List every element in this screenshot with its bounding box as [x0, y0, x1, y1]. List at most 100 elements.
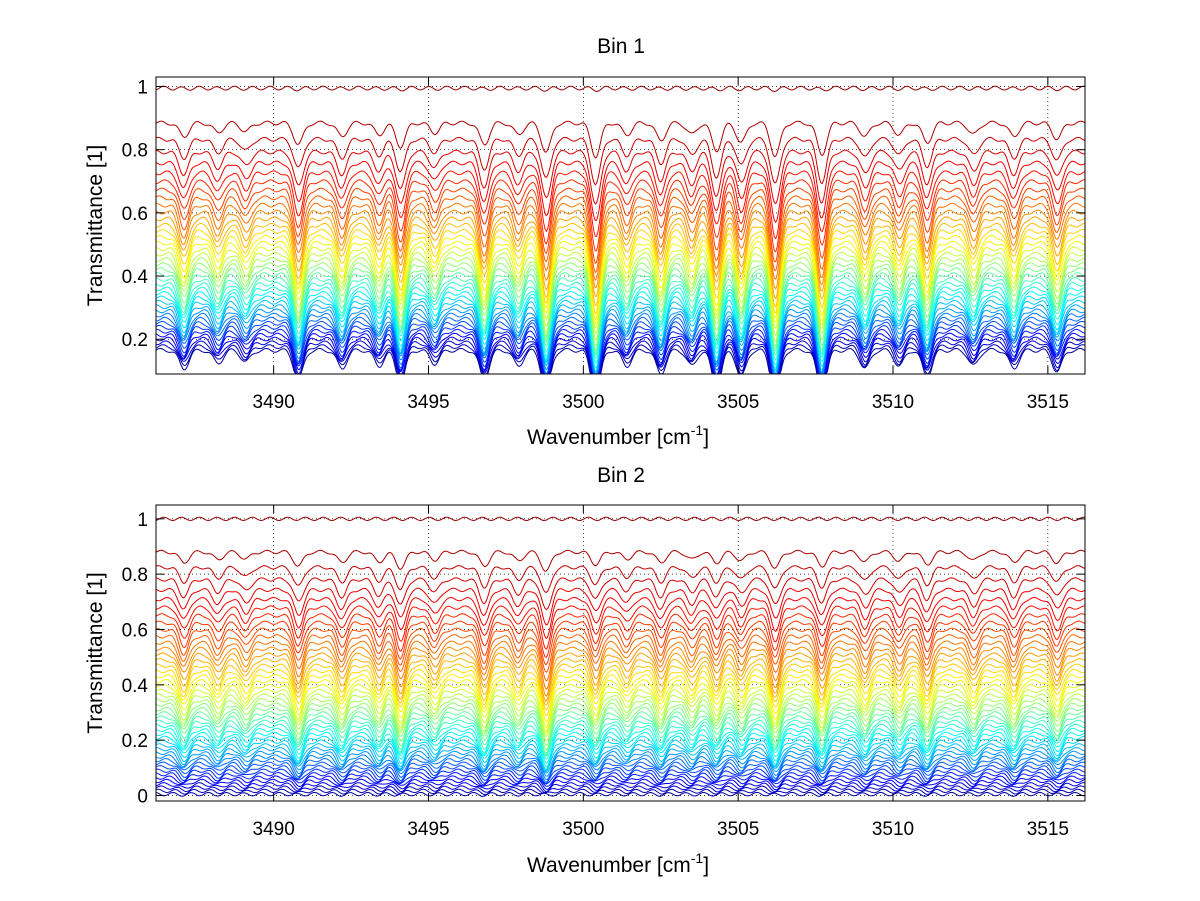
- spectrum-line: [155, 308, 1086, 375]
- spectrum-line: [155, 688, 1086, 735]
- spectrum-line: [155, 587, 1086, 626]
- spectrum-line: [155, 646, 1086, 698]
- y-tick-label: 0: [137, 786, 148, 807]
- spectrum-line: [155, 160, 1086, 224]
- spectrum-line: [155, 668, 1086, 717]
- spectrum-line: [155, 344, 1086, 375]
- y-tick-label: 1: [137, 510, 148, 531]
- spectrum-line: [155, 170, 1086, 240]
- spectrum-line: [155, 347, 1086, 375]
- spectrum-line: [155, 652, 1086, 703]
- y-tick-label: 1: [137, 77, 148, 98]
- spectrum-line: [155, 778, 1086, 793]
- spectrum-line: [155, 731, 1086, 768]
- x-tick-label: 3510: [872, 392, 914, 413]
- spectrum-line: [155, 727, 1086, 764]
- series-curves: [155, 516, 1086, 797]
- y-axis-label: Transmittance [1]: [84, 572, 107, 733]
- spectrum-line: [155, 702, 1086, 747]
- spectrum-line: [155, 596, 1086, 640]
- spectrum-line: [155, 754, 1086, 781]
- spectrum-line: [155, 785, 1086, 794]
- spectrum-line: [155, 771, 1086, 787]
- spectrum-line: [155, 683, 1086, 733]
- spectrum-line: [155, 336, 1086, 375]
- spectrum-line: [155, 267, 1086, 352]
- y-tick-label: 0.2: [122, 731, 148, 752]
- spectrum-line: [155, 620, 1086, 666]
- spectrum-line: [156, 663, 1086, 711]
- subplot-bin-1: Bin 1 3490 3495 3500 3505 3510 3515 0.2 0.4 0.6 0…: [84, 35, 1086, 449]
- spectrum-line: [155, 673, 1086, 723]
- spectrum-line: [155, 234, 1086, 321]
- spectrum-line: [155, 228, 1086, 315]
- x-tick-label: 3515: [1027, 819, 1069, 840]
- spectrum-line: [155, 257, 1086, 343]
- x-tick-label: 3490: [253, 819, 295, 840]
- spectrum-line: [155, 634, 1086, 682]
- spectrum-line: [155, 216, 1086, 300]
- y-tick-label: 0.2: [122, 330, 148, 351]
- spectrum-line: [155, 120, 1086, 159]
- chart-title: Bin 1: [597, 35, 645, 58]
- y-axis-label: Transmittance [1]: [84, 145, 107, 306]
- subplot-bin-2: Bin 2 3490 3495 3500 3505 3510 3515 0 0.2 0.4 0.6…: [84, 464, 1086, 877]
- spectrum-line: [155, 757, 1086, 783]
- spectrum-line: [155, 251, 1086, 337]
- axis-ticks: 3490 3495 3500 3505 3510 3515 0.2 0.4 0.6 0.8 1: [122, 77, 1085, 413]
- x-axis-label: Wavenumber [cm-1]: [527, 422, 709, 449]
- spectrum-line: [155, 788, 1086, 796]
- spectrum-line: [155, 179, 1085, 253]
- spectrum-line: [155, 735, 1086, 771]
- spectrum-line: [155, 262, 1086, 347]
- spectrum-line: [155, 640, 1086, 691]
- axes-box: [155, 504, 1086, 802]
- spectrum-line: [155, 743, 1086, 773]
- spectrum-line: [155, 316, 1086, 375]
- spectrum-line: [155, 332, 1086, 375]
- x-axis-label: Wavenumber [cm-1]: [527, 850, 709, 877]
- spectrum-line: [155, 85, 1086, 93]
- spectrum-line: [155, 549, 1086, 572]
- spectrum-line: [155, 312, 1086, 375]
- spectrum-line: [155, 775, 1086, 791]
- spectrum-line: [155, 516, 1086, 522]
- axes-box: [155, 76, 1086, 375]
- x-tick-label: 3495: [407, 819, 449, 840]
- spectrum-line: [155, 281, 1086, 362]
- y-tick-label: 0.6: [122, 204, 148, 225]
- spectrum-line: [155, 577, 1086, 611]
- spectrum-line: [155, 750, 1086, 777]
- spectrum-line: [155, 678, 1086, 729]
- x-tick-label: 3495: [407, 392, 449, 413]
- spectrum-line: [155, 202, 1086, 282]
- spectrum-line: [156, 746, 1086, 774]
- x-tick-label: 3505: [717, 819, 759, 840]
- spectrum-line: [155, 605, 1086, 651]
- spectrum-line: [155, 613, 1086, 659]
- y-tick-label: 0.8: [122, 141, 148, 162]
- spectrum-line: [155, 791, 1086, 797]
- spectrum-line: [155, 723, 1085, 760]
- spectrum-line: [155, 711, 1086, 754]
- x-tick-label: 3490: [253, 392, 295, 413]
- spectrum-line: [155, 286, 1086, 367]
- spectrum-line: [155, 340, 1086, 375]
- spectrum-line: [155, 719, 1086, 757]
- y-tick-label: 0.4: [122, 267, 149, 288]
- spectrum-line: [155, 209, 1086, 290]
- spectrum-line: [155, 195, 1086, 274]
- y-tick-label: 0.8: [122, 565, 148, 586]
- spectrum-line: [155, 149, 1086, 205]
- spectrum-line: [155, 246, 1086, 330]
- y-tick-label: 0.6: [122, 620, 148, 641]
- chart-title: Bin 2: [597, 464, 645, 487]
- x-tick-label: 3500: [562, 819, 604, 840]
- x-tick-label: 3515: [1027, 392, 1069, 413]
- spectrum-line: [155, 136, 1086, 186]
- spectrum-line: [155, 222, 1086, 308]
- series-curves: [155, 85, 1086, 375]
- spectrum-line: [155, 240, 1086, 325]
- spectrum-line: [155, 782, 1086, 794]
